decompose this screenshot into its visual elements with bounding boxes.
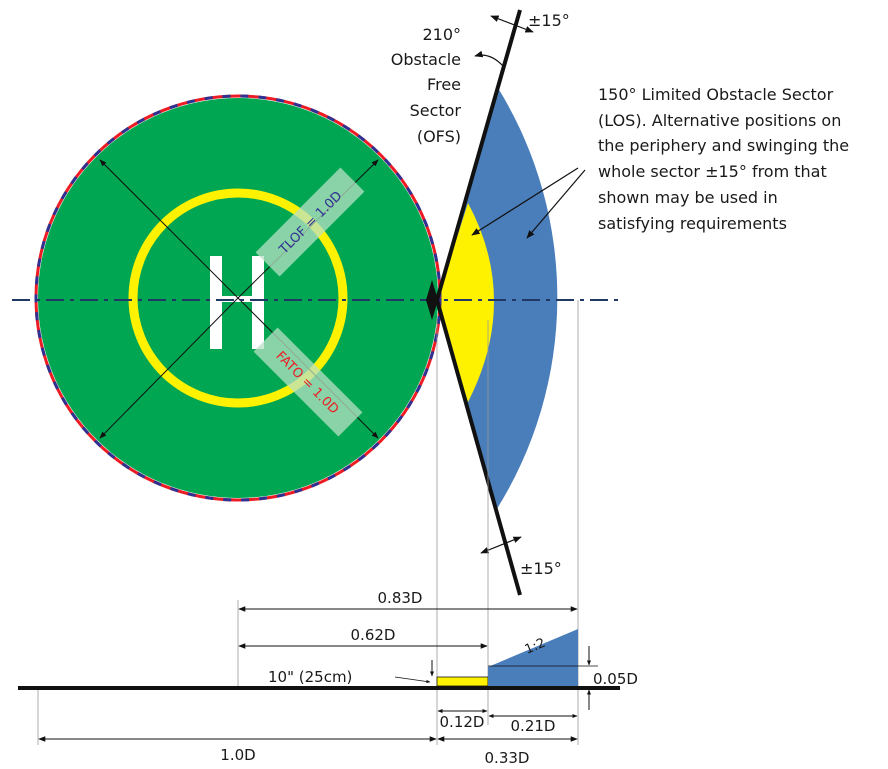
dim-005-label: 0.05D (593, 670, 638, 688)
los-line-3: the periphery and swinging the (598, 136, 849, 155)
diag-arrow-3 (99, 297, 239, 439)
swing-arrow-bottom (480, 536, 522, 554)
ofs-boundary-top (435, 9, 522, 301)
diag-arrow-1 (99, 159, 239, 299)
ofs-line-2: Obstacle (391, 50, 461, 69)
h-right-bar (252, 256, 264, 349)
dim-083-label: 0.83D (378, 589, 423, 607)
los-label: 150° Limited Obstacle Sector (LOS). Alte… (598, 85, 849, 233)
ofs-line-3: Free (427, 75, 461, 94)
dim-012-label: 0.12D (440, 713, 485, 731)
ofs-label: 210° Obstacle Free Sector (OFS) (391, 25, 462, 146)
h-left-bar (210, 256, 222, 349)
ofs-line-4: Sector (410, 101, 462, 120)
dim-021-label: 0.21D (511, 717, 556, 735)
swing-label-top: ±15° (528, 11, 570, 30)
swing-arrow-top (490, 15, 534, 33)
dim-033-label: 0.33D (485, 749, 530, 767)
tlof-ring (128, 188, 348, 408)
profile-yellow (436, 676, 489, 687)
fato-edge-blue (34, 94, 442, 502)
los-pointer-1 (471, 167, 579, 236)
swing-label-bottom: ±15° (520, 559, 562, 578)
dim-10-label: 1.0D (220, 746, 255, 764)
ofs-arrow (474, 50, 504, 67)
los-line-2: (LOS). Alternative positions on (598, 111, 841, 130)
profile-blue (488, 629, 578, 686)
los-pointer-2 (526, 169, 586, 239)
tlof-band (255, 167, 365, 277)
height-note-leader (394, 676, 431, 684)
ofs-line-5: (OFS) (417, 127, 461, 146)
fato-band (253, 327, 363, 437)
los-line-5: shown may be used in (598, 188, 778, 207)
ofs-line-1: 210° (422, 25, 461, 44)
los-line-4: whole sector ±15° from that (598, 162, 827, 181)
height-note-label: 10" (25cm) (268, 668, 352, 686)
los-line-6: satisfying requirements (598, 214, 787, 233)
los-line-1: 150° Limited Obstacle Sector (598, 85, 834, 104)
dim-062-label: 0.62D (351, 626, 396, 644)
apex-marker (426, 280, 438, 320)
inner-sector (437, 203, 494, 402)
